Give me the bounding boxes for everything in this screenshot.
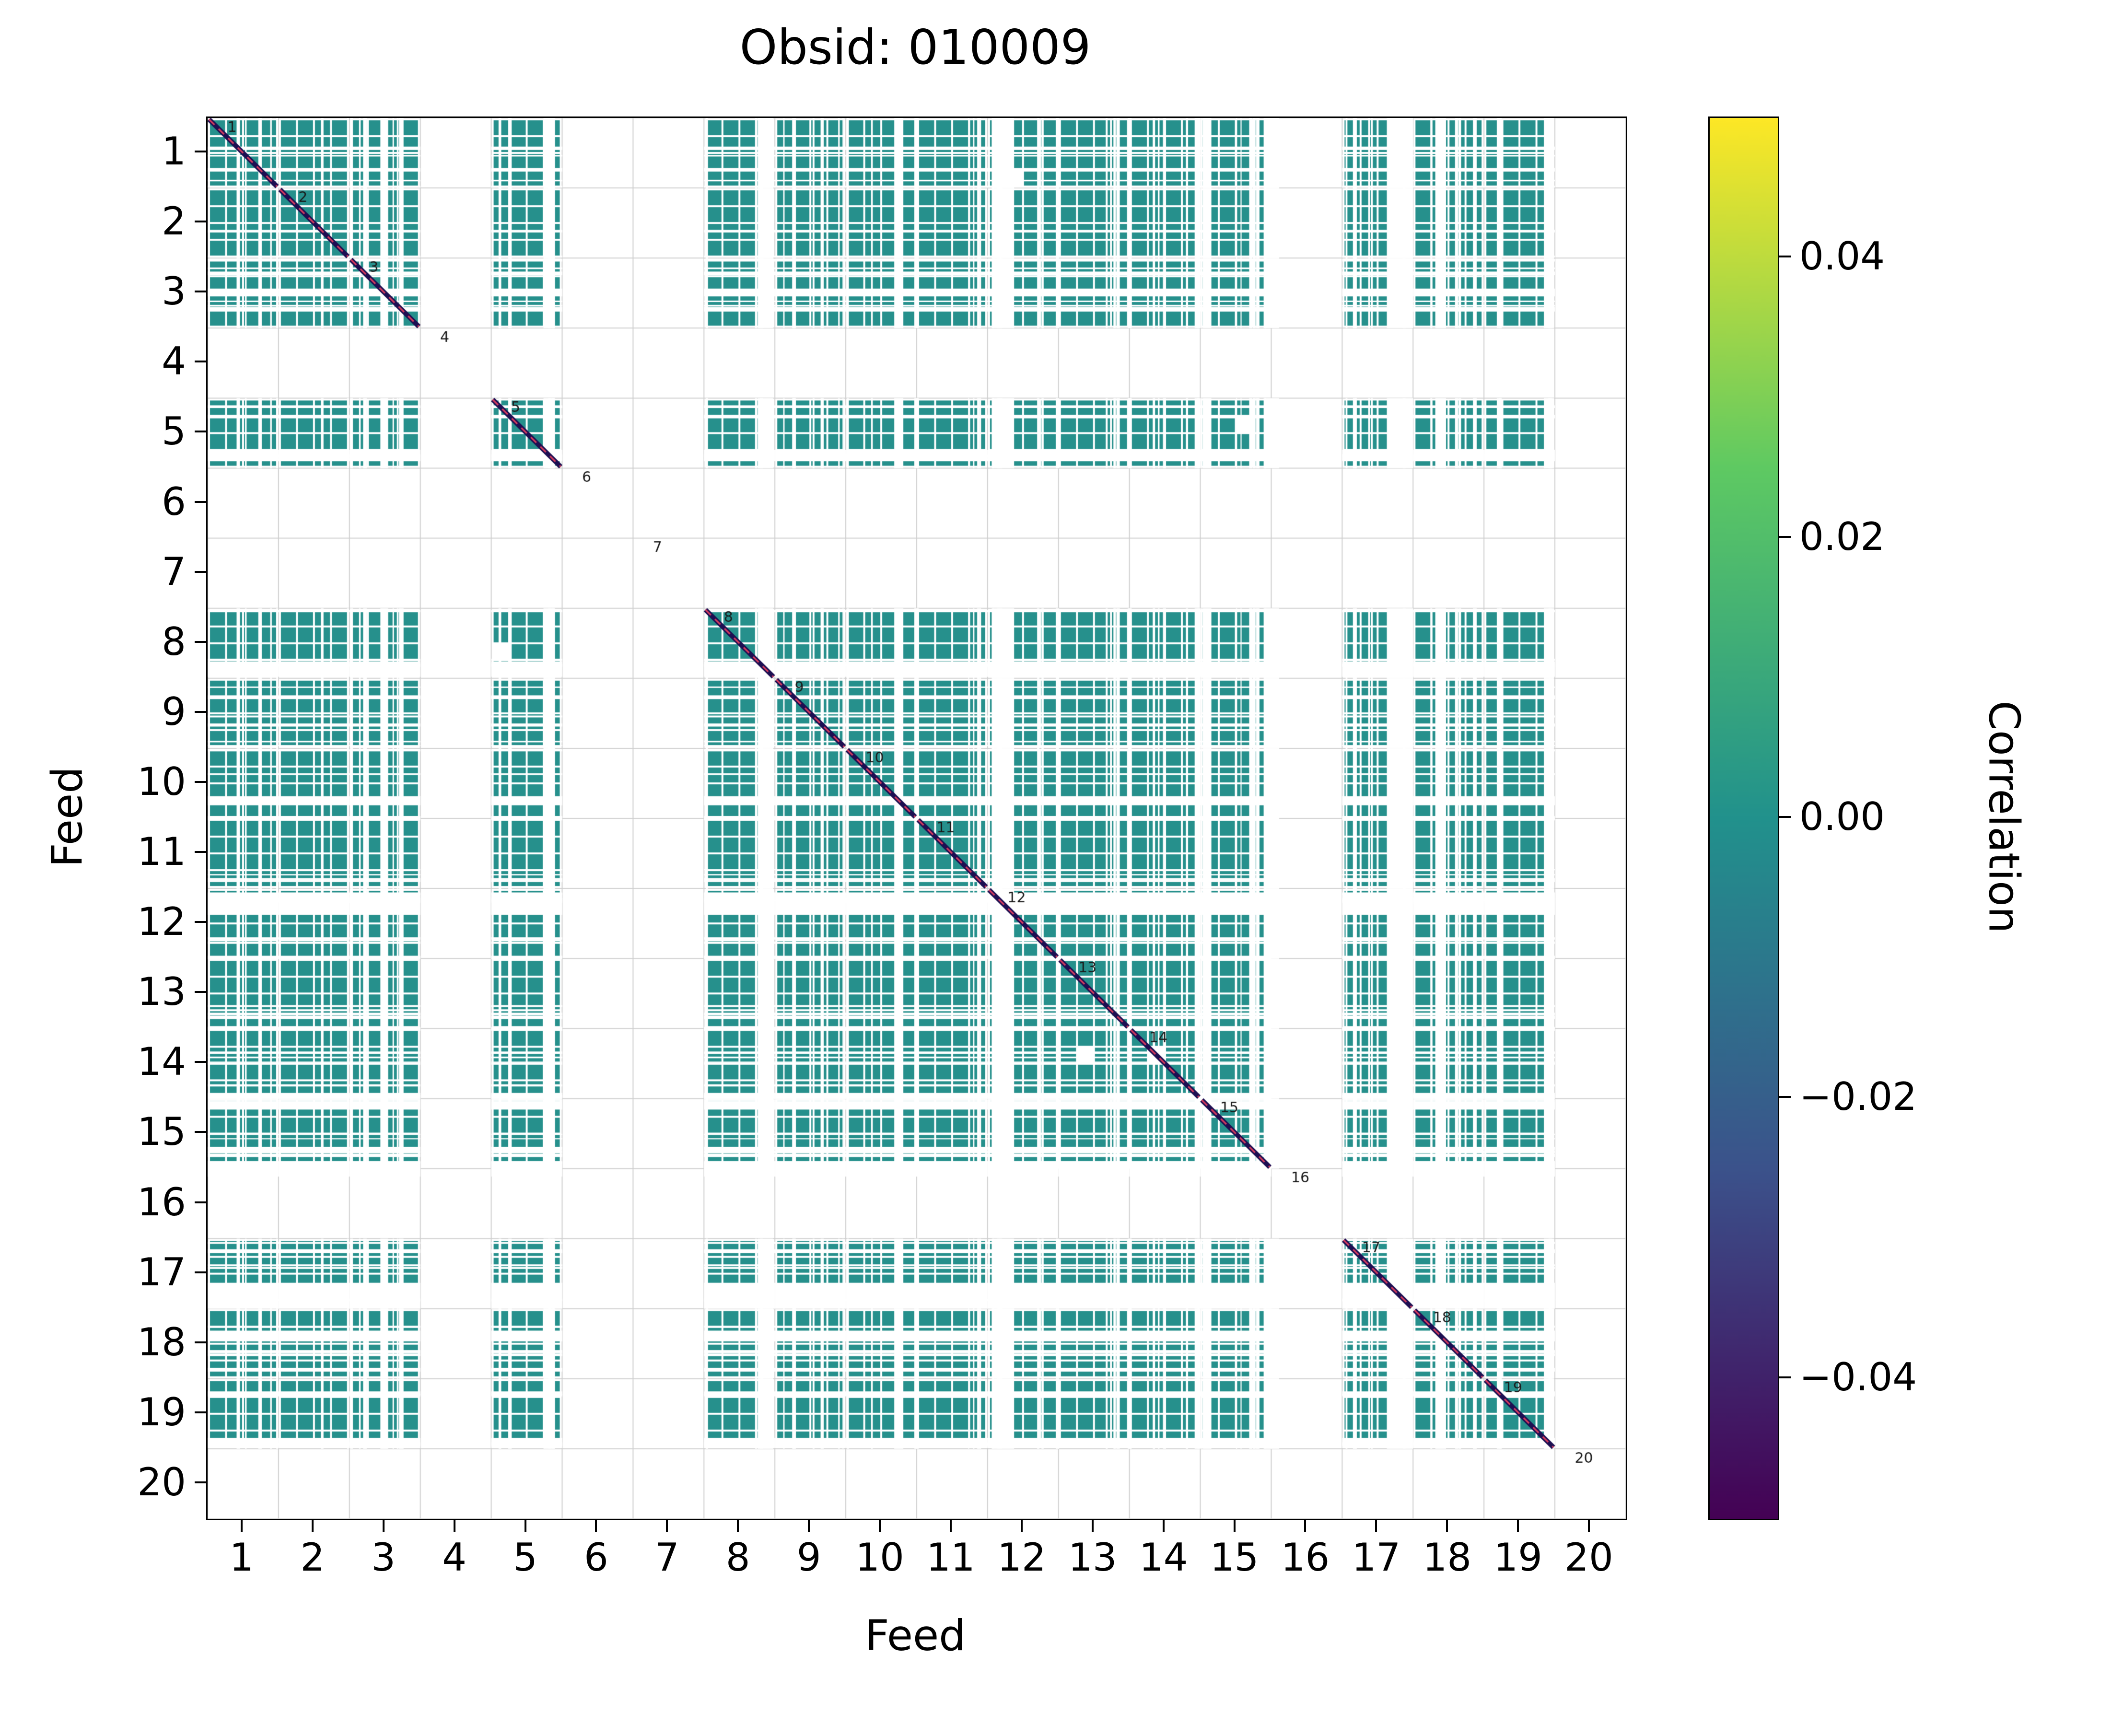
y-tick-mark: [195, 1341, 206, 1343]
x-tick-mark: [240, 1520, 243, 1532]
x-tick-label: 9: [796, 1535, 821, 1580]
x-tick-label: 8: [725, 1535, 750, 1580]
y-tick-label: 10: [137, 759, 186, 804]
x-tick-label: 11: [926, 1535, 975, 1580]
x-tick-label: 15: [1210, 1535, 1259, 1580]
x-tick-label: 10: [855, 1535, 904, 1580]
plot-area: [206, 117, 1627, 1520]
x-tick-label: 14: [1139, 1535, 1188, 1580]
y-tick-label: 17: [137, 1249, 186, 1294]
y-tick-mark: [195, 571, 206, 573]
x-tick-label: 16: [1281, 1535, 1330, 1580]
y-tick-mark: [195, 1131, 206, 1133]
y-tick-mark: [195, 711, 206, 713]
colorbar-tick-mark: [1779, 816, 1791, 818]
x-tick-mark: [1233, 1520, 1236, 1532]
x-tick-mark: [595, 1520, 597, 1532]
x-tick-mark: [453, 1520, 455, 1532]
colorbar-tick-mark: [1779, 1096, 1791, 1098]
x-tick-mark: [311, 1520, 314, 1532]
colorbar-tick-label: 0.00: [1799, 794, 1885, 839]
x-tick-label: 12: [997, 1535, 1046, 1580]
colorbar-gradient: [1710, 118, 1778, 1519]
colorbar-tick-label: 0.04: [1799, 234, 1885, 279]
y-tick-label: 12: [137, 899, 186, 944]
y-tick-label: 16: [137, 1179, 186, 1224]
x-tick-mark: [524, 1520, 526, 1532]
x-tick-mark: [1446, 1520, 1448, 1532]
y-tick-mark: [195, 361, 206, 363]
y-tick-label: 14: [137, 1039, 186, 1084]
x-tick-label: 19: [1493, 1535, 1543, 1580]
x-tick-label: 7: [654, 1535, 679, 1580]
y-tick-label: 8: [162, 619, 186, 664]
colorbar-tick-mark: [1779, 536, 1791, 538]
colorbar-tick-label: −0.02: [1799, 1074, 1917, 1119]
y-tick-label: 1: [162, 129, 186, 174]
y-tick-mark: [195, 641, 206, 643]
y-tick-mark: [195, 991, 206, 993]
colorbar-tick-label: −0.04: [1799, 1354, 1917, 1399]
colorbar-tick-mark: [1779, 1376, 1791, 1378]
x-tick-mark: [1375, 1520, 1377, 1532]
x-axis-label: Feed: [865, 1611, 966, 1660]
y-tick-mark: [195, 1271, 206, 1273]
colorbar-tick-mark: [1779, 256, 1791, 258]
colorbar-label: Correlation: [1979, 700, 2029, 933]
x-tick-label: 18: [1423, 1535, 1472, 1580]
y-tick-mark: [195, 1201, 206, 1203]
x-tick-label: 2: [300, 1535, 325, 1580]
x-tick-mark: [1162, 1520, 1165, 1532]
y-tick-mark: [195, 501, 206, 503]
x-tick-label: 20: [1564, 1535, 1613, 1580]
x-tick-mark: [1588, 1520, 1590, 1532]
y-tick-label: 13: [137, 969, 186, 1014]
x-tick-label: 6: [583, 1535, 608, 1580]
x-tick-mark: [1091, 1520, 1094, 1532]
y-tick-mark: [195, 1481, 206, 1483]
y-tick-label: 15: [137, 1109, 186, 1154]
y-tick-mark: [195, 1411, 206, 1413]
y-tick-mark: [195, 291, 206, 293]
colorbar: [1708, 117, 1779, 1520]
y-tick-label: 11: [137, 829, 186, 874]
x-tick-mark: [1517, 1520, 1519, 1532]
y-tick-label: 3: [162, 269, 186, 314]
x-tick-mark: [1020, 1520, 1023, 1532]
colorbar-tick-label: 0.02: [1799, 514, 1885, 559]
x-tick-label: 1: [229, 1535, 254, 1580]
x-tick-mark: [1304, 1520, 1306, 1532]
y-tick-label: 20: [137, 1459, 186, 1504]
x-tick-mark: [879, 1520, 881, 1532]
y-tick-label: 6: [162, 479, 186, 524]
y-tick-label: 4: [162, 339, 186, 384]
y-tick-mark: [195, 781, 206, 783]
y-tick-mark: [195, 1061, 206, 1063]
y-tick-label: 19: [137, 1389, 186, 1434]
y-tick-label: 9: [162, 689, 186, 734]
y-tick-mark: [195, 921, 206, 923]
y-tick-label: 7: [162, 549, 186, 594]
y-tick-label: 2: [162, 199, 186, 244]
y-tick-label: 18: [137, 1319, 186, 1364]
x-tick-mark: [808, 1520, 810, 1532]
x-tick-label: 4: [442, 1535, 467, 1580]
x-tick-label: 13: [1068, 1535, 1117, 1580]
x-tick-mark: [666, 1520, 668, 1532]
x-tick-label: 5: [513, 1535, 537, 1580]
chart-title: Obsid: 010009: [739, 19, 1091, 75]
y-tick-mark: [195, 431, 206, 433]
heatmap-canvas: [208, 118, 1626, 1519]
y-tick-mark: [195, 851, 206, 853]
x-tick-mark: [949, 1520, 952, 1532]
y-tick-label: 5: [162, 409, 186, 454]
x-tick-label: 3: [371, 1535, 396, 1580]
y-tick-mark: [195, 151, 206, 153]
x-tick-mark: [382, 1520, 385, 1532]
x-tick-label: 17: [1352, 1535, 1401, 1580]
x-tick-mark: [737, 1520, 739, 1532]
y-tick-mark: [195, 221, 206, 223]
